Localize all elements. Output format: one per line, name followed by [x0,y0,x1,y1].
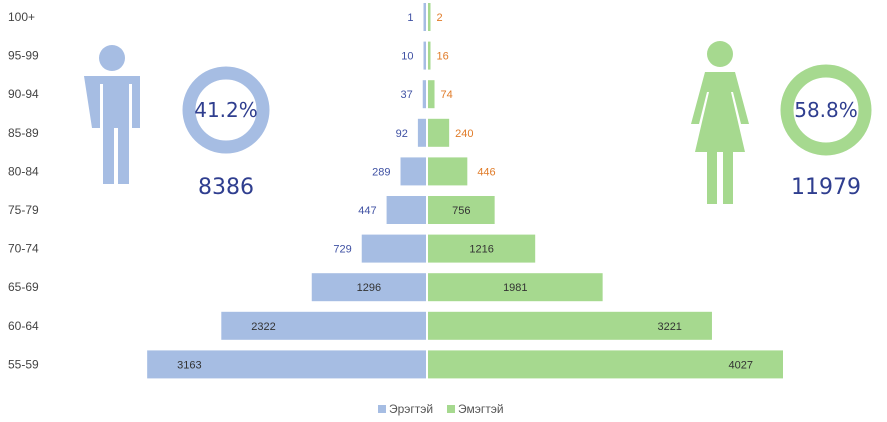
age-group-label: 60-64 [8,319,39,333]
legend-swatch-female [447,405,455,413]
female-value-label: 4027 [729,359,753,371]
male-value-labels: 1 10 37 92 289 447 729 1296 2322 3163 [177,12,413,371]
male-bar [423,3,426,31]
female-bar [428,80,435,109]
female-bar [428,41,431,70]
male-value-label: 1 [407,12,413,24]
male-total: 8386 [198,175,254,200]
male-bar [417,118,426,147]
female-value-label: 16 [437,51,449,63]
male-value-label: 729 [333,244,351,256]
age-group-label: 95-99 [8,49,39,63]
male-bar [423,41,426,70]
female-total: 11979 [791,175,861,200]
female-bar [428,118,450,147]
female-value-label: 74 [441,89,453,101]
legend-swatch-male [378,405,386,413]
legend-label-male: Эрэгтэй [389,402,433,416]
male-percent-ring: 41.2% 8386 [182,66,270,200]
female-percent-ring: 58.8% 11979 [780,64,872,200]
female-percent: 58.8% [794,98,858,122]
age-group-label: 100+ [8,10,35,24]
chart-legend: Эрэгтэй Эмэгтэй [378,402,504,416]
age-axis-labels: 100+ 95-99 90-94 85-89 80-84 75-79 70-74 65-69 6… [8,10,39,371]
male-bar [311,273,426,302]
female-bar [428,157,468,186]
age-group-label: 80-84 [8,164,39,178]
female-value-label: 1981 [503,282,527,294]
male-value-label: 1296 [357,282,381,294]
female-value-label: 1216 [469,244,493,256]
male-bar [422,80,426,109]
male-person-icon [84,45,140,184]
male-value-label: 10 [401,51,413,63]
male-value-label: 37 [400,89,412,101]
male-value-label: 447 [358,205,376,217]
female-value-label: 2 [437,12,443,24]
female-value-label: 240 [455,128,473,140]
male-bar-series [147,3,426,379]
male-bar [386,196,426,224]
female-bar [428,273,603,302]
male-value-label: 2322 [251,321,275,333]
male-value-label: 92 [396,128,408,140]
female-value-label: 3221 [657,321,681,333]
male-value-label: 289 [372,166,390,178]
age-group-label: 55-59 [8,357,39,371]
male-percent: 41.2% [194,98,258,122]
male-bar [147,350,426,379]
male-value-label: 3163 [177,359,201,371]
female-bar [428,234,536,263]
age-group-label: 90-94 [8,87,39,101]
female-bar [428,311,712,340]
female-bar [428,350,783,379]
female-value-label: 446 [477,166,495,178]
male-bar [400,157,426,186]
female-value-label: 756 [452,205,470,217]
female-bar [428,3,431,31]
male-bar [221,311,426,340]
age-group-label: 75-79 [8,203,39,217]
female-bar [428,196,495,224]
male-bar [361,234,426,263]
female-bar-series [428,3,783,379]
female-value-labels: 2 16 74 240 446 756 1216 1981 3221 4027 [437,12,754,371]
female-person-icon [691,41,749,204]
age-group-label: 85-89 [8,126,39,140]
age-group-label: 65-69 [8,280,39,294]
legend-label-female: Эмэгтэй [458,402,504,416]
age-group-label: 70-74 [8,242,39,256]
